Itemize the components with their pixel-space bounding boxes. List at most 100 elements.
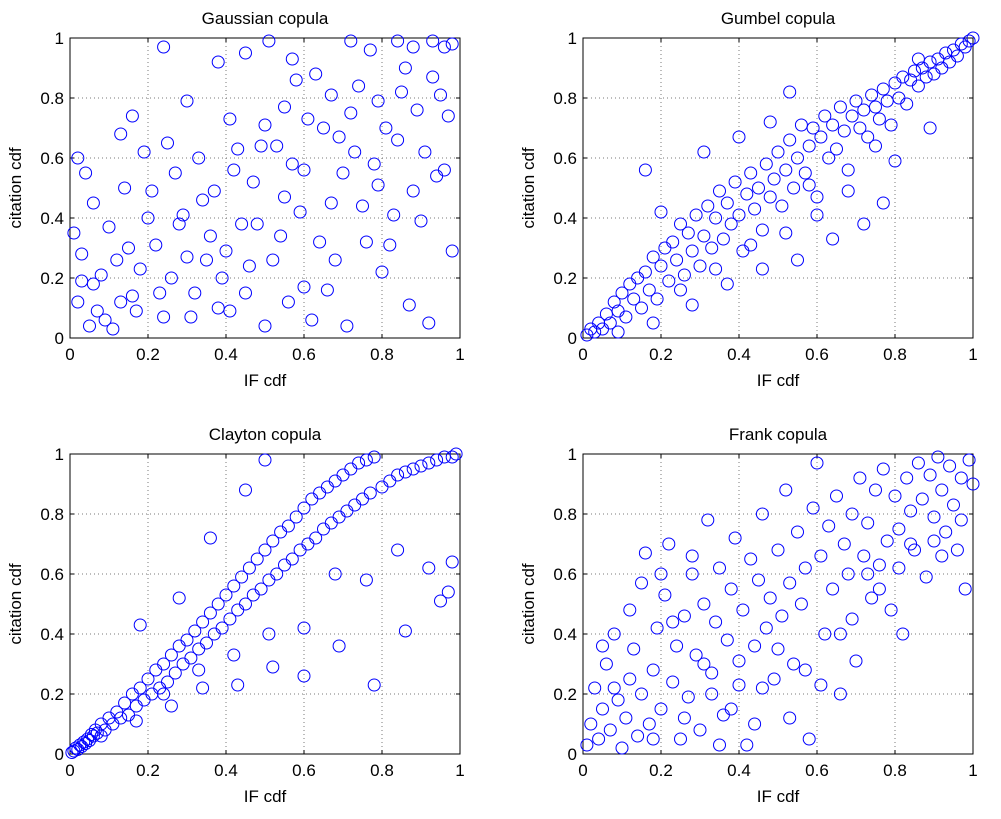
data-point — [133, 618, 147, 632]
data-point — [196, 681, 210, 695]
y-tick-label: 0.2 — [40, 269, 64, 288]
data-point — [375, 265, 389, 279]
data-point — [857, 217, 871, 231]
x-tick-label: 0.4 — [727, 345, 751, 364]
data-point — [861, 516, 875, 530]
data-point — [258, 453, 272, 467]
grid — [69, 37, 461, 339]
data-point — [106, 322, 120, 336]
tick-labels: 0 0.2 0.4 0.6 0.8 1 0 0.2 0.4 0.6 0.8 1 — [553, 29, 977, 364]
data-point — [192, 151, 206, 165]
data-point — [830, 489, 843, 503]
data-point — [810, 208, 824, 222]
data-point — [414, 459, 428, 473]
data-point — [596, 702, 609, 716]
data-point — [297, 280, 311, 294]
data-point — [674, 217, 687, 231]
data-point — [137, 145, 151, 159]
data-point — [391, 34, 405, 48]
data-point — [681, 690, 695, 704]
data-point — [794, 597, 808, 611]
data-point — [724, 217, 738, 231]
data-point — [818, 627, 832, 641]
data-point — [94, 729, 108, 743]
data-point — [588, 325, 602, 339]
data-point — [611, 325, 625, 339]
data-point — [297, 163, 311, 177]
data-point — [853, 121, 867, 135]
x-axis-label: IF cdf — [244, 787, 287, 806]
data-point — [872, 558, 886, 572]
data-point — [872, 112, 886, 126]
data-point — [685, 244, 699, 258]
data-point — [278, 190, 291, 204]
data-point — [172, 217, 186, 231]
data-point — [94, 268, 108, 282]
data-point — [783, 133, 797, 147]
data-point — [219, 244, 233, 258]
data-point — [188, 624, 202, 638]
data-point — [391, 543, 405, 557]
data-point — [646, 316, 660, 330]
data-point — [892, 522, 906, 536]
data-point — [826, 582, 840, 596]
data-point — [830, 142, 843, 156]
data-point — [693, 259, 707, 273]
data-point — [352, 456, 366, 470]
data-point — [133, 681, 147, 695]
data-point — [635, 576, 648, 590]
data-point — [642, 283, 656, 297]
data-point — [320, 283, 334, 297]
data-point — [297, 501, 311, 515]
plot-area — [582, 453, 974, 755]
data-point — [681, 226, 695, 240]
y-tick-label: 0.6 — [40, 149, 64, 168]
data-point — [359, 453, 373, 467]
data-point — [266, 660, 280, 674]
data-point — [262, 34, 276, 48]
data-point — [161, 675, 174, 689]
data-point — [869, 139, 882, 153]
data-point — [414, 214, 428, 228]
data-point — [865, 88, 879, 102]
data-point — [239, 483, 252, 497]
data-point — [935, 549, 949, 563]
tick-labels: 0 0.2 0.4 0.6 0.8 1 0 0.2 0.4 0.6 0.8 1 — [553, 445, 977, 780]
data-point — [406, 184, 420, 198]
data-point — [853, 471, 867, 485]
data-point — [748, 639, 762, 653]
data-point — [662, 537, 676, 551]
data-point — [798, 166, 812, 180]
data-point — [736, 603, 750, 617]
data-point — [744, 552, 758, 566]
data-point — [896, 627, 910, 641]
data-point — [670, 253, 684, 267]
data-point — [962, 34, 976, 48]
data-point — [837, 537, 851, 551]
data-point — [250, 552, 264, 566]
x-tick-label: 0.8 — [370, 761, 394, 780]
data-point — [348, 145, 362, 159]
data-point — [434, 594, 447, 608]
data-point — [235, 217, 249, 231]
data-point — [266, 534, 280, 548]
x-tick-label: 0 — [578, 761, 587, 780]
data-point — [685, 567, 699, 581]
y-tick-label: 0.8 — [40, 505, 64, 524]
data-point — [638, 163, 652, 177]
data-point — [231, 678, 245, 692]
data-point — [962, 453, 976, 467]
data-point — [755, 223, 769, 237]
data-point — [935, 483, 949, 497]
data-point — [599, 657, 613, 671]
y-tick-label: 0 — [568, 329, 577, 348]
data-point — [278, 100, 291, 114]
data-point — [270, 139, 284, 153]
x-tick-label: 1 — [968, 345, 977, 364]
data-point — [861, 567, 875, 581]
data-point — [748, 717, 762, 731]
x-tick-label: 0.2 — [649, 761, 673, 780]
data-point — [607, 627, 621, 641]
data-point — [211, 55, 225, 69]
